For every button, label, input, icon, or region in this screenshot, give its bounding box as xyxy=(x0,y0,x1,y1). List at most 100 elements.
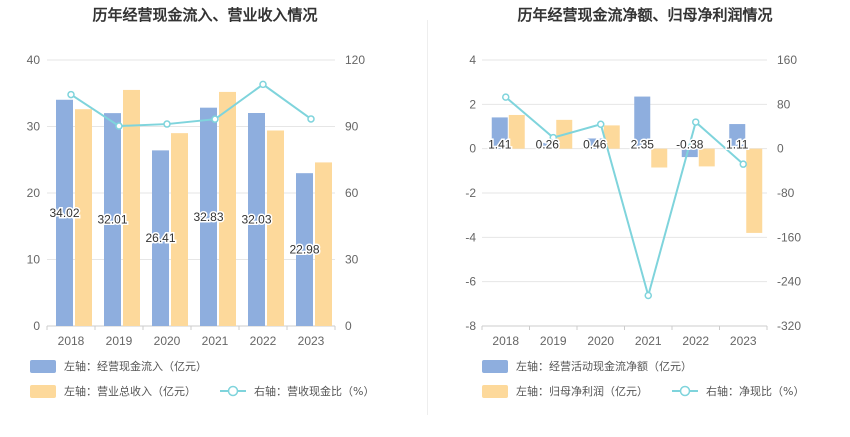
bar-series-2 xyxy=(315,162,332,326)
bar-series-1 xyxy=(152,150,169,326)
legend-line-marker xyxy=(227,385,239,397)
x-axis-label: 2021 xyxy=(202,334,229,348)
line-point xyxy=(307,115,315,123)
line-point xyxy=(549,133,557,142)
legend-swatch xyxy=(30,385,56,398)
chart-title: 历年经营现金流净额、归母净利润情况 xyxy=(517,6,772,24)
right-axis-tick: -320 xyxy=(777,319,801,333)
bar-series-2 xyxy=(75,109,92,327)
line-point xyxy=(67,90,75,99)
bar-series-1 xyxy=(56,99,73,326)
bar-series-1 xyxy=(491,117,508,149)
right-axis-tick: 0 xyxy=(777,142,784,156)
line-point xyxy=(211,115,219,123)
data-label: 32.83 xyxy=(193,210,223,224)
data-label: 22.98 xyxy=(289,243,319,257)
bar-series-1 xyxy=(586,138,603,149)
legend-label: 左轴：归母净利润（亿元） xyxy=(516,384,648,398)
bar-series-1 xyxy=(104,113,121,326)
left-axis-tick: -6 xyxy=(465,275,476,289)
data-label: 26.41 xyxy=(145,231,175,245)
data-label: 1.11 xyxy=(726,138,749,152)
data-label: -0.38 xyxy=(676,138,704,152)
right-axis-tick: -160 xyxy=(777,230,801,244)
left-axis-tick: 10 xyxy=(27,253,41,267)
bar-series-2 xyxy=(267,130,284,326)
line-point xyxy=(115,122,123,130)
legend-label: 左轴：营业总收入（亿元） xyxy=(64,384,196,398)
legend-label: 左轴：经营活动现金流净额（亿元） xyxy=(516,359,692,373)
right-axis-tick: 30 xyxy=(345,253,359,267)
legend-label: 右轴：净现比（%） xyxy=(706,384,804,398)
legend-swatch xyxy=(482,360,508,373)
x-axis-label: 2019 xyxy=(106,334,133,348)
bar-series-2 xyxy=(603,125,620,149)
right-axis-tick: 160 xyxy=(777,53,797,67)
bar-series-1 xyxy=(296,173,313,326)
bar-series-2 xyxy=(171,133,188,326)
x-axis-label: 2021 xyxy=(635,334,662,348)
chart-title: 历年经营现金流入、营业收入情况 xyxy=(92,6,317,24)
bar-series-2 xyxy=(746,148,763,233)
x-axis-label: 2023 xyxy=(730,334,757,348)
bar-series-2 xyxy=(219,91,236,326)
x-axis-label: 2020 xyxy=(587,334,614,348)
left-axis-tick: -8 xyxy=(465,319,476,333)
chart-2: 历年经营现金流净额、归母净利润情况 -8 -6 -4 -2 0 2 4 -320 -240 -160… xyxy=(465,6,804,398)
panel-divider xyxy=(427,20,428,415)
left-axis-tick: 2 xyxy=(469,97,476,111)
bar-series-2 xyxy=(508,114,525,149)
x-axis-label: 2018 xyxy=(492,334,519,348)
bar-series-1 xyxy=(681,148,698,158)
x-axis-label: 2019 xyxy=(540,334,567,348)
x-axis-label: 2020 xyxy=(154,334,181,348)
bar-series-1 xyxy=(634,96,651,149)
legend-line-marker xyxy=(679,385,691,397)
line-point xyxy=(259,80,267,89)
data-label: 34.02 xyxy=(49,206,79,220)
right-axis-tick: 90 xyxy=(345,120,359,134)
left-axis-tick: -4 xyxy=(465,230,476,244)
right-axis-tick: 80 xyxy=(777,97,791,111)
line-point xyxy=(692,118,700,126)
bar-series-1 xyxy=(248,113,265,326)
bar-series-1 xyxy=(200,107,217,326)
left-axis-tick: 30 xyxy=(27,120,41,134)
left-axis-tick: 20 xyxy=(27,186,41,200)
bar-series-2 xyxy=(651,148,668,168)
legend-label: 左轴：经营现金流入（亿元） xyxy=(64,359,207,373)
left-axis-tick: 40 xyxy=(27,53,41,67)
data-label: 1.41 xyxy=(488,138,512,152)
x-axis-label: 2018 xyxy=(58,334,85,348)
line-point xyxy=(597,120,605,129)
data-label: 2.35 xyxy=(631,138,655,152)
left-axis-tick: 4 xyxy=(469,53,476,67)
x-axis-label: 2022 xyxy=(250,334,277,348)
right-axis-tick: -80 xyxy=(777,186,795,200)
right-axis-tick: -240 xyxy=(777,275,801,289)
line-point xyxy=(644,291,652,300)
data-label: 0.46 xyxy=(583,138,607,152)
bar-series-1 xyxy=(539,142,556,149)
legend-label: 右轴：营收现金比（%） xyxy=(254,384,374,398)
line-series xyxy=(505,96,744,300)
bar-series-1 xyxy=(729,124,746,149)
line-point xyxy=(163,120,171,128)
line-series xyxy=(70,83,312,128)
bar-series-2 xyxy=(698,148,715,167)
line-point xyxy=(739,160,747,168)
chart-1: 历年经营现金流入、营业收入情况 0 10 20 30 40 0 30 60 90 120 2018 20… xyxy=(27,6,374,398)
x-axis-label: 2023 xyxy=(298,334,325,348)
data-label: 32.03 xyxy=(241,213,271,227)
line-point xyxy=(502,93,510,101)
data-label: 32.01 xyxy=(97,213,127,227)
legend-swatch xyxy=(482,385,508,398)
legend-swatch xyxy=(30,360,56,373)
left-axis-tick: 0 xyxy=(33,319,40,333)
left-axis-tick: -2 xyxy=(465,186,476,200)
left-axis-tick: 0 xyxy=(469,142,476,156)
right-axis-tick: 120 xyxy=(345,53,365,67)
right-axis-tick: 0 xyxy=(345,319,352,333)
x-axis-label: 2022 xyxy=(682,334,709,348)
